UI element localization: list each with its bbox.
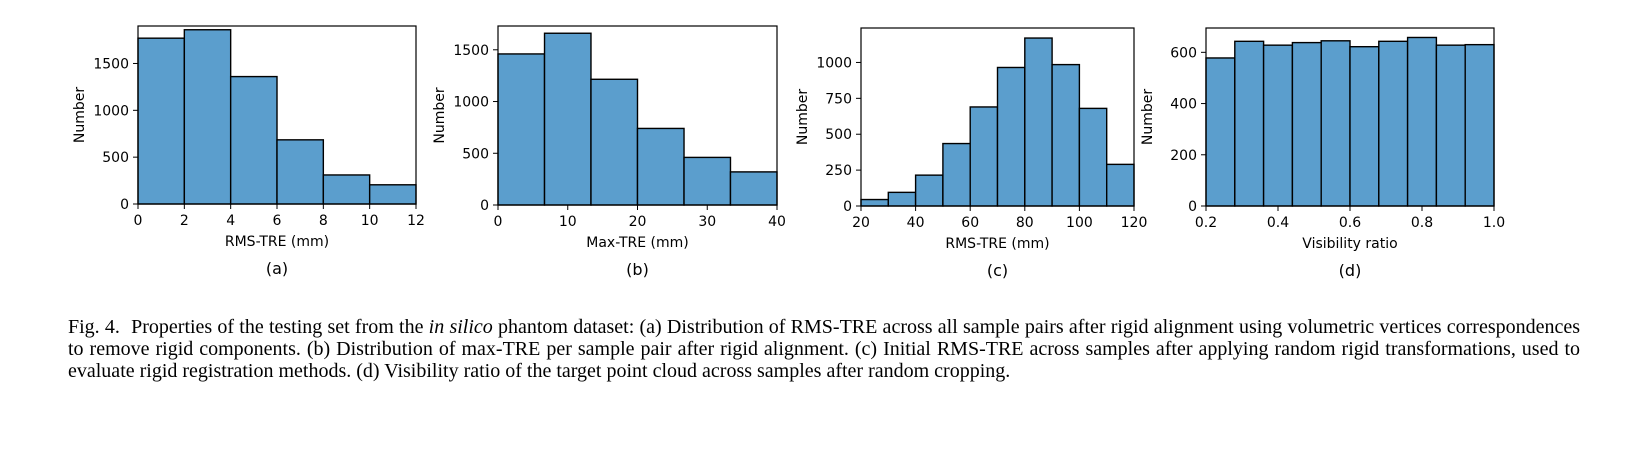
x-tick-label: 2 bbox=[180, 213, 189, 229]
y-axis-label: Number bbox=[1140, 89, 1156, 145]
y-tick-label: 500 bbox=[102, 150, 129, 166]
y-tick-label: 400 bbox=[1170, 97, 1197, 113]
x-tick-label: 12 bbox=[407, 213, 425, 229]
caption-text-before: Properties of the testing set from the bbox=[131, 316, 424, 338]
histogram-bar bbox=[1105, 163, 1135, 207]
x-axis-label: Visibility ratio bbox=[1302, 236, 1397, 252]
histogram-bar bbox=[1262, 44, 1294, 207]
histogram-bar bbox=[322, 174, 371, 205]
histogram-bar bbox=[1320, 40, 1351, 207]
x-tick-label: 20 bbox=[852, 215, 870, 231]
y-axis-label: Number bbox=[72, 87, 88, 143]
histogram-bar bbox=[996, 66, 1026, 207]
x-tick-label: 40 bbox=[907, 215, 925, 231]
histogram-bar bbox=[1349, 45, 1380, 207]
y-axis-label: Number bbox=[795, 89, 811, 145]
histogram-bar bbox=[942, 142, 971, 207]
histogram-bar bbox=[137, 37, 186, 205]
histogram-bar bbox=[183, 29, 232, 205]
x-tick-label: 0 bbox=[494, 214, 503, 230]
y-tick-label: 750 bbox=[825, 91, 852, 107]
panel-label: (d) bbox=[1339, 261, 1362, 280]
histogram-bar bbox=[683, 156, 732, 206]
x-tick-label: 120 bbox=[1121, 215, 1148, 231]
histogram-bar bbox=[276, 139, 325, 205]
figure-caption: Fig. 4. Properties of the testing set fr… bbox=[68, 316, 1580, 382]
x-axis-label: RMS-TRE (mm) bbox=[945, 236, 1049, 252]
histogram-bar bbox=[1291, 41, 1322, 207]
panel-label: (b) bbox=[626, 260, 649, 279]
x-axis-label: RMS-TRE (mm) bbox=[225, 234, 329, 250]
y-tick-label: 1500 bbox=[453, 43, 489, 59]
y-tick-label: 0 bbox=[843, 199, 852, 215]
panel-label: (c) bbox=[987, 261, 1008, 280]
histogram-bar bbox=[1078, 107, 1108, 207]
y-tick-label: 250 bbox=[825, 163, 852, 179]
y-tick-label: 0 bbox=[1188, 199, 1197, 215]
y-tick-label: 500 bbox=[462, 146, 489, 162]
x-tick-label: 60 bbox=[961, 215, 979, 231]
chart-panel-0: 0 2 4 6 8 10 12 0 500 1000 1500 RMS-TRE (mm) Number (… bbox=[72, 25, 425, 278]
histogram-bar bbox=[914, 174, 944, 207]
chart-panel-2: 20 40 60 80 100 120 0 250 500 750 1000 RMS-TRE (mm)… bbox=[795, 27, 1148, 280]
chart-panel-1: 0 10 20 30 40 0 500 1000 1500 Max-TRE (mm) Number (… bbox=[432, 25, 786, 279]
histogram-bar bbox=[1051, 63, 1081, 207]
x-tick-label: 80 bbox=[1016, 215, 1034, 231]
histogram-bar bbox=[497, 53, 546, 206]
y-tick-label: 1000 bbox=[453, 95, 489, 111]
y-tick-label: 600 bbox=[1170, 45, 1197, 61]
chart-panel-3: 0.2 0.4 0.6 0.8 1.0 0 200 400 600 Visibility rati… bbox=[1140, 27, 1505, 280]
y-tick-label: 1500 bbox=[93, 56, 129, 72]
y-tick-label: 1000 bbox=[93, 103, 129, 119]
caption-label: Fig. 4. bbox=[68, 316, 120, 338]
y-tick-label: 0 bbox=[480, 198, 489, 214]
x-tick-label: 0.4 bbox=[1267, 215, 1289, 231]
histogram-bar bbox=[368, 184, 417, 205]
x-tick-label: 0.6 bbox=[1339, 215, 1361, 231]
histogram-bar bbox=[1406, 36, 1438, 207]
histogram-bar bbox=[1378, 40, 1409, 207]
caption-italic: in silico bbox=[428, 316, 493, 338]
x-tick-label: 100 bbox=[1066, 215, 1093, 231]
x-tick-label: 10 bbox=[559, 214, 577, 230]
histogram-bar bbox=[1234, 40, 1265, 207]
y-axis-label: Number bbox=[432, 87, 448, 143]
histogram-bar bbox=[543, 32, 592, 206]
x-tick-label: 4 bbox=[226, 213, 235, 229]
histogram-bar bbox=[590, 78, 639, 206]
histogram-bar bbox=[636, 127, 685, 206]
histogram-bar bbox=[1435, 44, 1466, 207]
x-tick-label: 20 bbox=[629, 214, 647, 230]
histogram-bar bbox=[1464, 43, 1495, 207]
y-tick-label: 0 bbox=[120, 197, 129, 213]
plot-frame bbox=[860, 27, 1135, 207]
histogram-bar bbox=[887, 191, 917, 207]
y-tick-label: 1000 bbox=[816, 55, 852, 71]
x-tick-label: 8 bbox=[319, 213, 328, 229]
histogram-bar bbox=[969, 106, 999, 207]
x-tick-label: 0.2 bbox=[1195, 215, 1217, 231]
x-tick-label: 30 bbox=[698, 214, 716, 230]
x-tick-label: 1.0 bbox=[1483, 215, 1505, 231]
y-tick-label: 500 bbox=[825, 127, 852, 143]
x-tick-label: 6 bbox=[273, 213, 282, 229]
histogram-bar bbox=[1024, 37, 1053, 207]
x-tick-label: 0 bbox=[134, 213, 143, 229]
panel-label: (a) bbox=[266, 259, 288, 278]
x-axis-label: Max-TRE (mm) bbox=[586, 235, 688, 251]
histogram-bar bbox=[860, 198, 889, 207]
histogram-bar bbox=[229, 75, 278, 205]
x-tick-label: 40 bbox=[768, 214, 786, 230]
y-tick-label: 200 bbox=[1170, 148, 1197, 164]
x-tick-label: 10 bbox=[361, 213, 379, 229]
histogram-bar bbox=[729, 171, 778, 206]
caption-text-after: phantom dataset: (a) Distribution of RMS… bbox=[68, 316, 1581, 382]
x-tick-label: 0.8 bbox=[1411, 215, 1433, 231]
histogram-bar bbox=[1205, 57, 1236, 207]
